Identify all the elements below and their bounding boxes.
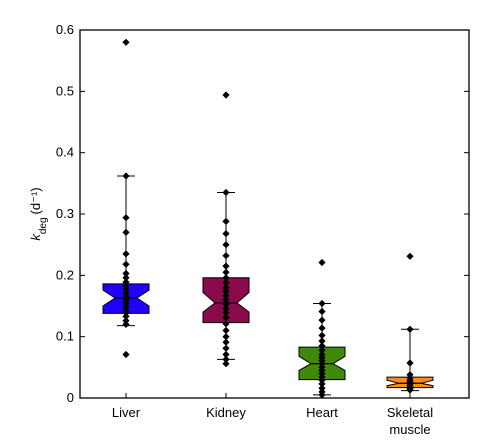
data-point [318, 376, 326, 384]
y-tick-label: 0.4 [56, 145, 74, 160]
data-point [318, 258, 326, 267]
data-point [318, 307, 326, 316]
data-point [222, 274, 230, 282]
data-point [122, 350, 130, 359]
x-axis: Liver Kidney Heart Skeletal muscle [112, 393, 433, 437]
data-point [222, 284, 230, 292]
data-point [406, 252, 414, 260]
data-point [222, 309, 230, 317]
x-tick-label: Liver [112, 405, 141, 420]
data-point [406, 359, 414, 367]
data-point [222, 314, 230, 322]
data-point [222, 338, 230, 346]
data-point [122, 172, 130, 180]
data-point [122, 214, 130, 222]
data-point [122, 260, 130, 268]
data-point [222, 287, 230, 295]
box-group-liver [102, 38, 150, 359]
data-point [318, 384, 326, 392]
data-point [222, 230, 230, 238]
data-point [318, 331, 326, 339]
data-point [122, 269, 130, 278]
data-point [222, 300, 230, 308]
data-point [406, 386, 414, 394]
data-point [222, 304, 230, 313]
data-point [222, 355, 230, 363]
data-point [222, 320, 230, 328]
data-point [122, 303, 130, 311]
data-point [222, 350, 230, 359]
data-point [122, 309, 130, 317]
y-tick-label: 0.3 [56, 206, 74, 221]
data-point [122, 312, 130, 320]
y-axis-label-main: k [28, 233, 43, 241]
data-point [122, 289, 130, 297]
data-point [318, 337, 326, 345]
data-point [318, 324, 326, 332]
box-group-skeletal-muscle [386, 252, 434, 394]
data-point [318, 316, 326, 324]
x-tick-label: Heart [306, 405, 338, 420]
y-axis-label-unit: (d⁻¹) [28, 187, 43, 214]
data-point [122, 320, 130, 328]
data-point [222, 91, 230, 99]
y-axis-label: kdeg (d⁻¹) [28, 187, 49, 240]
y-axis: 0 0.1 0.2 0.3 0.4 0.5 0.6 [56, 22, 469, 405]
plot-frame [79, 29, 470, 399]
data-point [222, 252, 230, 260]
y-tick-label: 0.2 [56, 267, 74, 282]
data-point [222, 262, 230, 270]
data-point [222, 241, 230, 249]
data-point [122, 250, 130, 258]
data-point [122, 285, 130, 293]
y-axis-label-sub: deg [38, 217, 49, 234]
data-point [122, 299, 130, 307]
data-point [222, 188, 230, 197]
data-point [406, 325, 414, 333]
x-tick-label: Skeletal [387, 405, 433, 420]
data-point [222, 296, 230, 304]
data-point [222, 279, 230, 287]
x-tick-label: Kidney [206, 405, 246, 420]
data-point [122, 38, 130, 46]
data-point [222, 326, 230, 335]
data-point [122, 274, 130, 282]
data-point [222, 292, 230, 300]
data-point [122, 317, 130, 325]
data-point [222, 344, 230, 352]
data-point [318, 342, 326, 350]
box-group-kidney [202, 91, 250, 368]
y-tick-label: 0 [67, 390, 74, 405]
data-point [122, 228, 130, 236]
y-tick-label: 0.1 [56, 329, 74, 344]
y-tick-label: 0.5 [56, 83, 74, 98]
data-point [318, 380, 326, 388]
data-point [222, 360, 230, 368]
plot-area [102, 38, 434, 399]
data-point [318, 346, 326, 354]
box-group-heart [298, 258, 346, 399]
data-point [222, 333, 230, 341]
x-tick-label: muscle [389, 422, 430, 437]
data-point [222, 217, 230, 225]
data-point [122, 278, 130, 286]
data-point [318, 299, 326, 308]
y-tick-label: 0.6 [56, 22, 74, 37]
data-point [222, 268, 230, 276]
